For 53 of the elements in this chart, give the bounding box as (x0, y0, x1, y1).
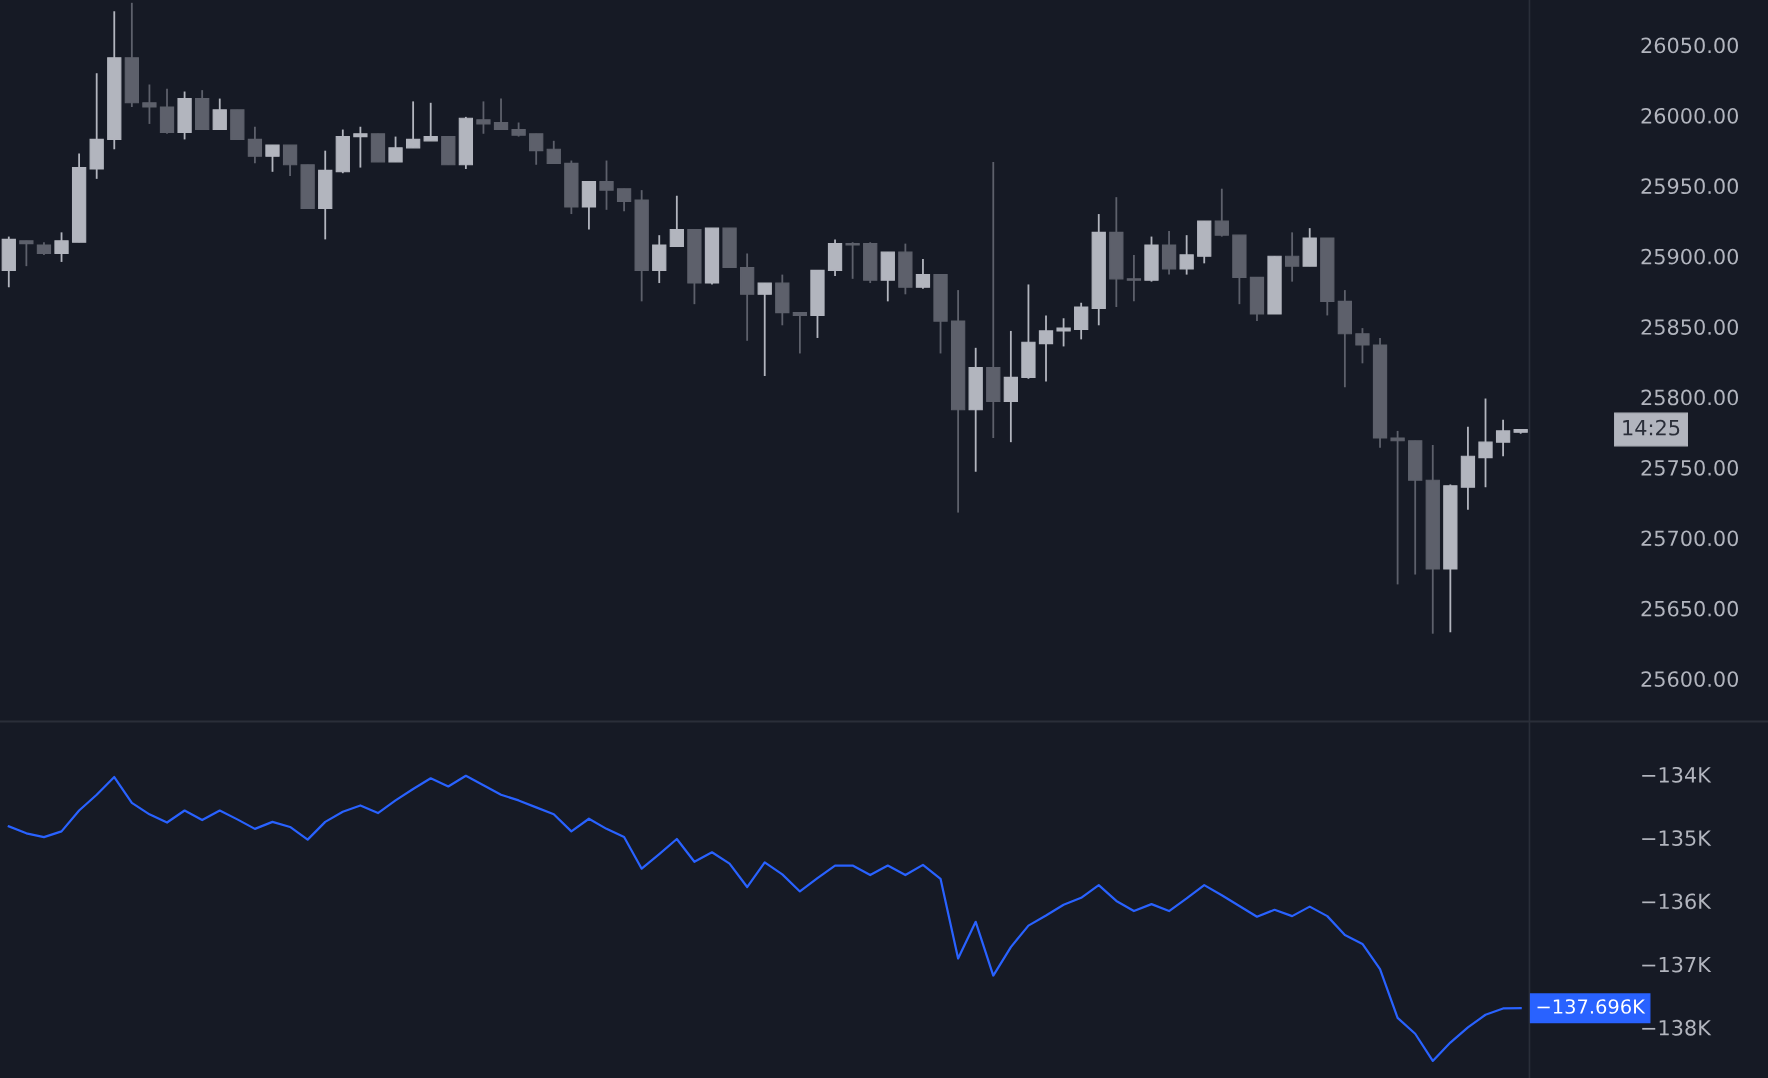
y-tick-label: 25750.00 (1641, 459, 1739, 476)
candlestick (616, 187, 632, 213)
candlestick (1284, 231, 1300, 283)
candlestick (1179, 234, 1194, 276)
candlestick (1214, 187, 1229, 238)
candlestick (247, 125, 263, 165)
y-tick-label: 25650.00 (1641, 600, 1739, 617)
candlestick (599, 159, 614, 211)
candlestick (493, 97, 509, 131)
candlestick (915, 258, 931, 290)
candlestick (282, 144, 298, 177)
candlestick (546, 139, 561, 165)
candlestick (1355, 327, 1370, 365)
candlestick (1478, 397, 1493, 489)
y-tick-label: 25950.00 (1641, 178, 1739, 195)
y-tick-label: −138K (1642, 1019, 1712, 1036)
candlestick (212, 97, 227, 131)
y-tick-label: 25600.00 (1641, 671, 1739, 687)
candlestick (142, 83, 157, 125)
candlestick (1038, 314, 1054, 383)
text: −137.696K (1537, 999, 1646, 1014)
candlestick (757, 282, 772, 377)
y-tick-label: 25700.00 (1641, 530, 1739, 547)
y-tick-label: 25800.00 (1641, 389, 1739, 406)
y-tick-label: −134K (1642, 766, 1712, 783)
candlestick (353, 125, 368, 169)
text: 14:25 (1623, 419, 1680, 436)
candlestick (529, 132, 544, 166)
y-tick-label: 25850.00 (1641, 319, 1739, 335)
y-tick-label: 26050.00 (1641, 37, 1739, 54)
candlestick (405, 100, 421, 149)
candlestick (1390, 430, 1405, 586)
candlestick (1495, 418, 1511, 458)
candlestick (792, 311, 808, 355)
candlestick (388, 135, 403, 163)
candlestick (1056, 317, 1071, 348)
candlestick (669, 194, 684, 248)
y-tick-label: 26000.00 (1641, 107, 1739, 124)
candlestick (423, 101, 438, 142)
candlestick (1161, 230, 1177, 276)
candlestick (265, 144, 280, 173)
y-tick-label: −137K (1642, 956, 1712, 973)
y-tick-label: 25900.00 (1641, 248, 1739, 265)
candlestick (19, 239, 34, 268)
candlestick (845, 241, 860, 280)
y-tick-label: −136K (1642, 893, 1712, 910)
candlestick (1074, 301, 1089, 341)
candlestick (54, 231, 69, 263)
y-tick-label: −135K (1642, 830, 1712, 846)
candlestick (1003, 330, 1018, 444)
candlestick (1126, 253, 1142, 303)
line-series (7, 774, 1522, 1063)
candlestick (476, 100, 491, 135)
